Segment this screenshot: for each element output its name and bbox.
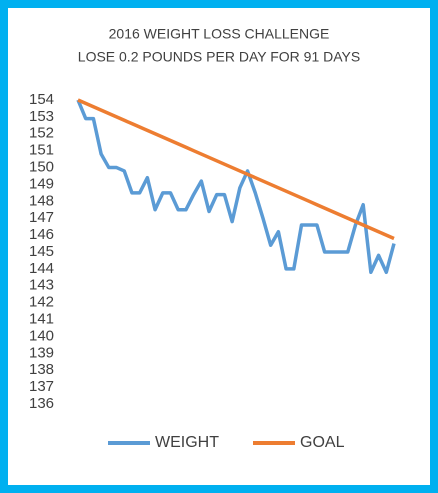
chart-title: 2016 WEIGHT LOSS CHALLENGE [109,26,330,42]
y-tick-label: 153 [29,108,54,125]
y-tick-label: 150 [29,159,54,176]
y-tick-label: 151 [29,142,54,159]
y-tick-label: 145 [29,243,54,260]
data-line [77,98,395,241]
y-tick-label: 140 [29,327,54,344]
y-tick-label: 141 [29,311,54,328]
y-tick-label: 138 [29,361,54,378]
y-tick-label: 148 [29,192,54,209]
legend-label: WEIGHT [155,434,219,451]
y-tick-label: 143 [29,277,54,294]
legend-label: GOAL [300,434,345,451]
y-tick-label: 139 [29,344,54,361]
y-tick-label: 147 [29,209,54,226]
y-tick-label: 154 [29,91,54,108]
y-tick-label: 137 [29,378,54,395]
y-tick-label: 149 [29,175,54,192]
y-tick-label: 136 [29,395,54,412]
data-line [76,99,396,275]
y-tick-label: 152 [29,125,54,142]
y-tick-label: 142 [29,294,54,311]
y-tick-label: 146 [29,226,54,243]
chart-subtitle: LOSE 0.2 POUNDS PER DAY FOR 91 DAYS [78,49,360,65]
y-tick-label: 144 [29,260,54,277]
